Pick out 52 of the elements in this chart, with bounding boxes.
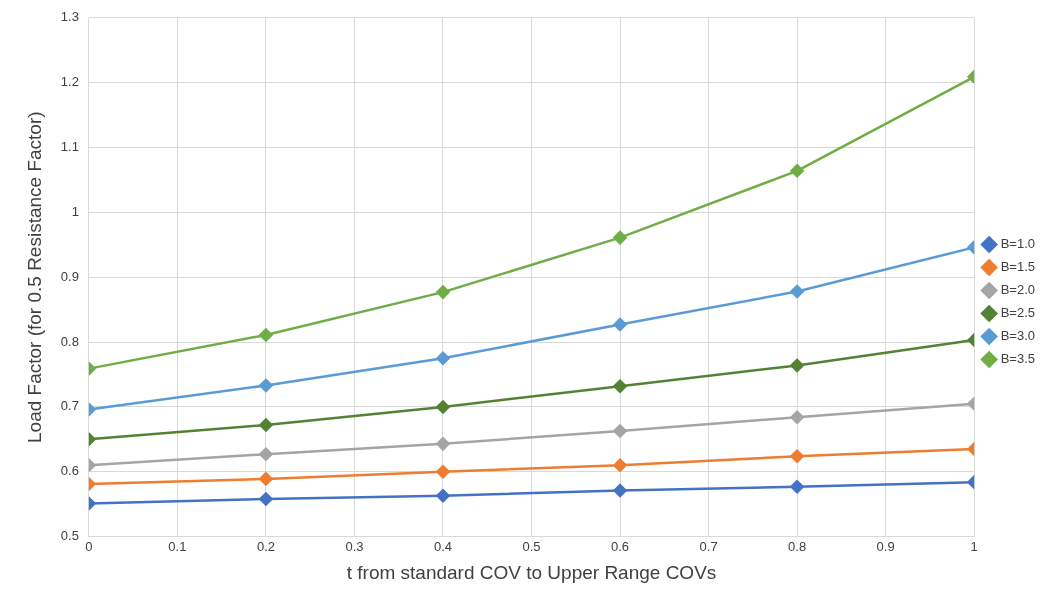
point [436, 351, 450, 366]
legend-label: B=2.5 [1000, 305, 1036, 321]
point [259, 492, 273, 506]
x-tick-label: 0.1 [168, 538, 187, 554]
point [259, 447, 273, 461]
point [790, 164, 804, 178]
legend-label: B=3.0 [1000, 328, 1036, 344]
point [613, 483, 627, 498]
y-tick-label: 1.1 [60, 139, 79, 155]
y-axis-title: Load Factor (for 0.5 Resistance Factor) [23, 111, 45, 443]
point [613, 230, 627, 245]
point [613, 458, 627, 473]
legend-label: B=3.5 [1000, 351, 1036, 367]
y-tick-label: 1.2 [60, 74, 79, 90]
y-tick-label: 0.6 [60, 463, 79, 479]
x-tick-label: 0.2 [256, 538, 275, 554]
point [613, 379, 627, 393]
y-tick-label: 0.8 [60, 333, 79, 349]
point [259, 472, 273, 486]
point [790, 358, 804, 373]
x-tick-label: 1 [970, 538, 978, 554]
legend-label: B=2.0 [1000, 282, 1036, 298]
point [613, 424, 627, 438]
y-tick-label: 0.7 [60, 398, 79, 414]
point [790, 284, 804, 299]
point [613, 317, 627, 332]
point [259, 418, 273, 432]
point [436, 489, 450, 503]
point [259, 328, 273, 342]
x-tick-label: 0 [85, 538, 93, 554]
point [790, 479, 804, 494]
y-tick-label: 1 [71, 203, 79, 219]
x-tick-label: 0.4 [433, 538, 453, 554]
x-tick-label: 0.5 [522, 538, 541, 554]
point [259, 378, 273, 393]
point [436, 285, 450, 299]
point [436, 400, 450, 414]
x-tick-label: 0.6 [611, 538, 630, 554]
x-tick-label: 0.7 [699, 538, 718, 554]
y-tick-label: 0.5 [60, 528, 79, 544]
point [790, 449, 804, 463]
y-tick-label: 0.9 [60, 268, 79, 284]
x-tick-label: 0.9 [876, 538, 895, 554]
legend-label: B=1.0 [1000, 236, 1036, 252]
x-axis-title: t from standard COV to Upper Range COVs [346, 561, 717, 583]
x-tick-label: 0.3 [345, 538, 364, 554]
x-tick-label: 0.8 [788, 538, 807, 554]
legend-label: B=1.5 [1000, 259, 1036, 275]
point [436, 437, 450, 451]
point [436, 465, 450, 479]
point [790, 410, 804, 425]
y-tick-label: 1.3 [60, 9, 79, 25]
